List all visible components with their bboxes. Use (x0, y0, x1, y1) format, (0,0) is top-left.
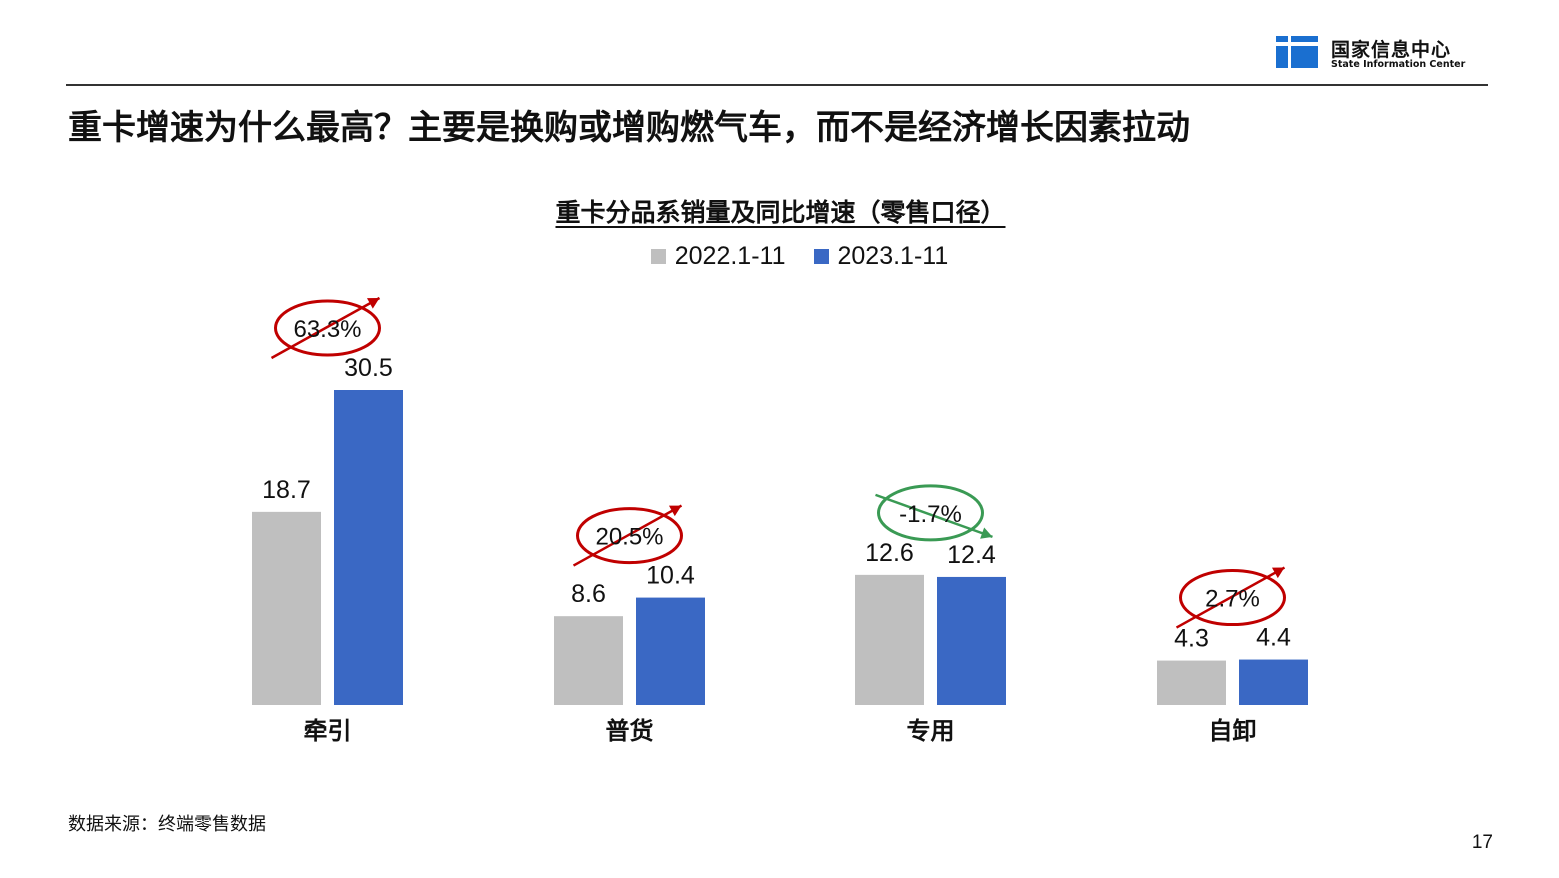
page-number: 17 (1471, 832, 1493, 853)
growth-ellipse-3 (1179, 569, 1286, 627)
growth-arrow-line-0 (270, 296, 381, 360)
data-label-2022-1: 8.6 (571, 580, 606, 608)
legend-swatch-2023 (813, 249, 829, 264)
chart-legend: 2022.1-11 2023.1-11 (0, 242, 1559, 271)
bar-2023-2 (937, 576, 1006, 705)
data-label-2023-1: 10.4 (646, 562, 695, 590)
growth-label-1: 20.5% (595, 524, 663, 551)
bar-2023-0 (334, 390, 403, 705)
category-label-0: 牵引 (304, 717, 352, 745)
org-name-cn: 国家信息中心 (1331, 39, 1452, 61)
growth-arrow-head-2 (980, 527, 993, 539)
legend-item-2022: 2022.1-11 (650, 242, 786, 271)
data-label-2022-2: 12.6 (865, 539, 914, 567)
growth-label-0: 63.3% (293, 316, 361, 343)
growth-arrow-head-0 (366, 298, 380, 309)
data-label-2022-0: 18.7 (262, 476, 311, 504)
data-label-2023-2: 12.4 (947, 541, 996, 569)
growth-label-2: -1.7% (899, 501, 962, 528)
legend-item-2023: 2023.1-11 (813, 242, 949, 271)
chart-title-text: 重卡分品系销量及同比增速（零售口径） (555, 198, 1006, 227)
growth-arrow-line-2 (875, 493, 993, 539)
growth-ellipse-2 (877, 484, 984, 542)
growth-arrow-line-1 (572, 504, 683, 567)
slide-title: 重卡增速为什么最高？主要是换购或增购燃气车，而不是经济增长因素拉动 (68, 108, 1190, 148)
growth-ellipse-0 (274, 299, 381, 357)
bar-2022-2 (855, 574, 924, 705)
growth-arrow-head-3 (1271, 567, 1285, 579)
data-source-note: 数据来源：终端零售数据 (68, 814, 266, 835)
legend-swatch-2022 (650, 249, 666, 264)
header-divider (66, 84, 1488, 86)
legend-label-2023: 2023.1-11 (837, 242, 949, 270)
bar-2023-1 (636, 597, 705, 705)
growth-arrow-line-3 (1175, 566, 1286, 629)
org-name-en: State Information Center (1331, 59, 1466, 70)
category-label-1: 普货 (606, 717, 654, 745)
growth-ellipse-1 (576, 507, 683, 565)
bar-2022-0 (252, 511, 321, 705)
category-label-2: 专用 (907, 717, 955, 745)
legend-label-2022: 2022.1-11 (674, 242, 786, 270)
data-label-2023-3: 4.4 (1256, 624, 1291, 652)
growth-label-3: 2.7% (1205, 586, 1260, 613)
bar-2022-1 (554, 616, 623, 705)
sic-logo-icon (1276, 36, 1318, 68)
bar-2022-3 (1157, 660, 1226, 705)
chart-title: 重卡分品系销量及同比增速（零售口径） (0, 193, 1559, 229)
category-label-3: 自卸 (1209, 717, 1257, 745)
data-label-2022-3: 4.3 (1174, 625, 1209, 653)
data-label-2023-0: 30.5 (344, 354, 393, 382)
bar-2023-3 (1239, 659, 1308, 705)
growth-arrow-head-1 (668, 505, 682, 517)
